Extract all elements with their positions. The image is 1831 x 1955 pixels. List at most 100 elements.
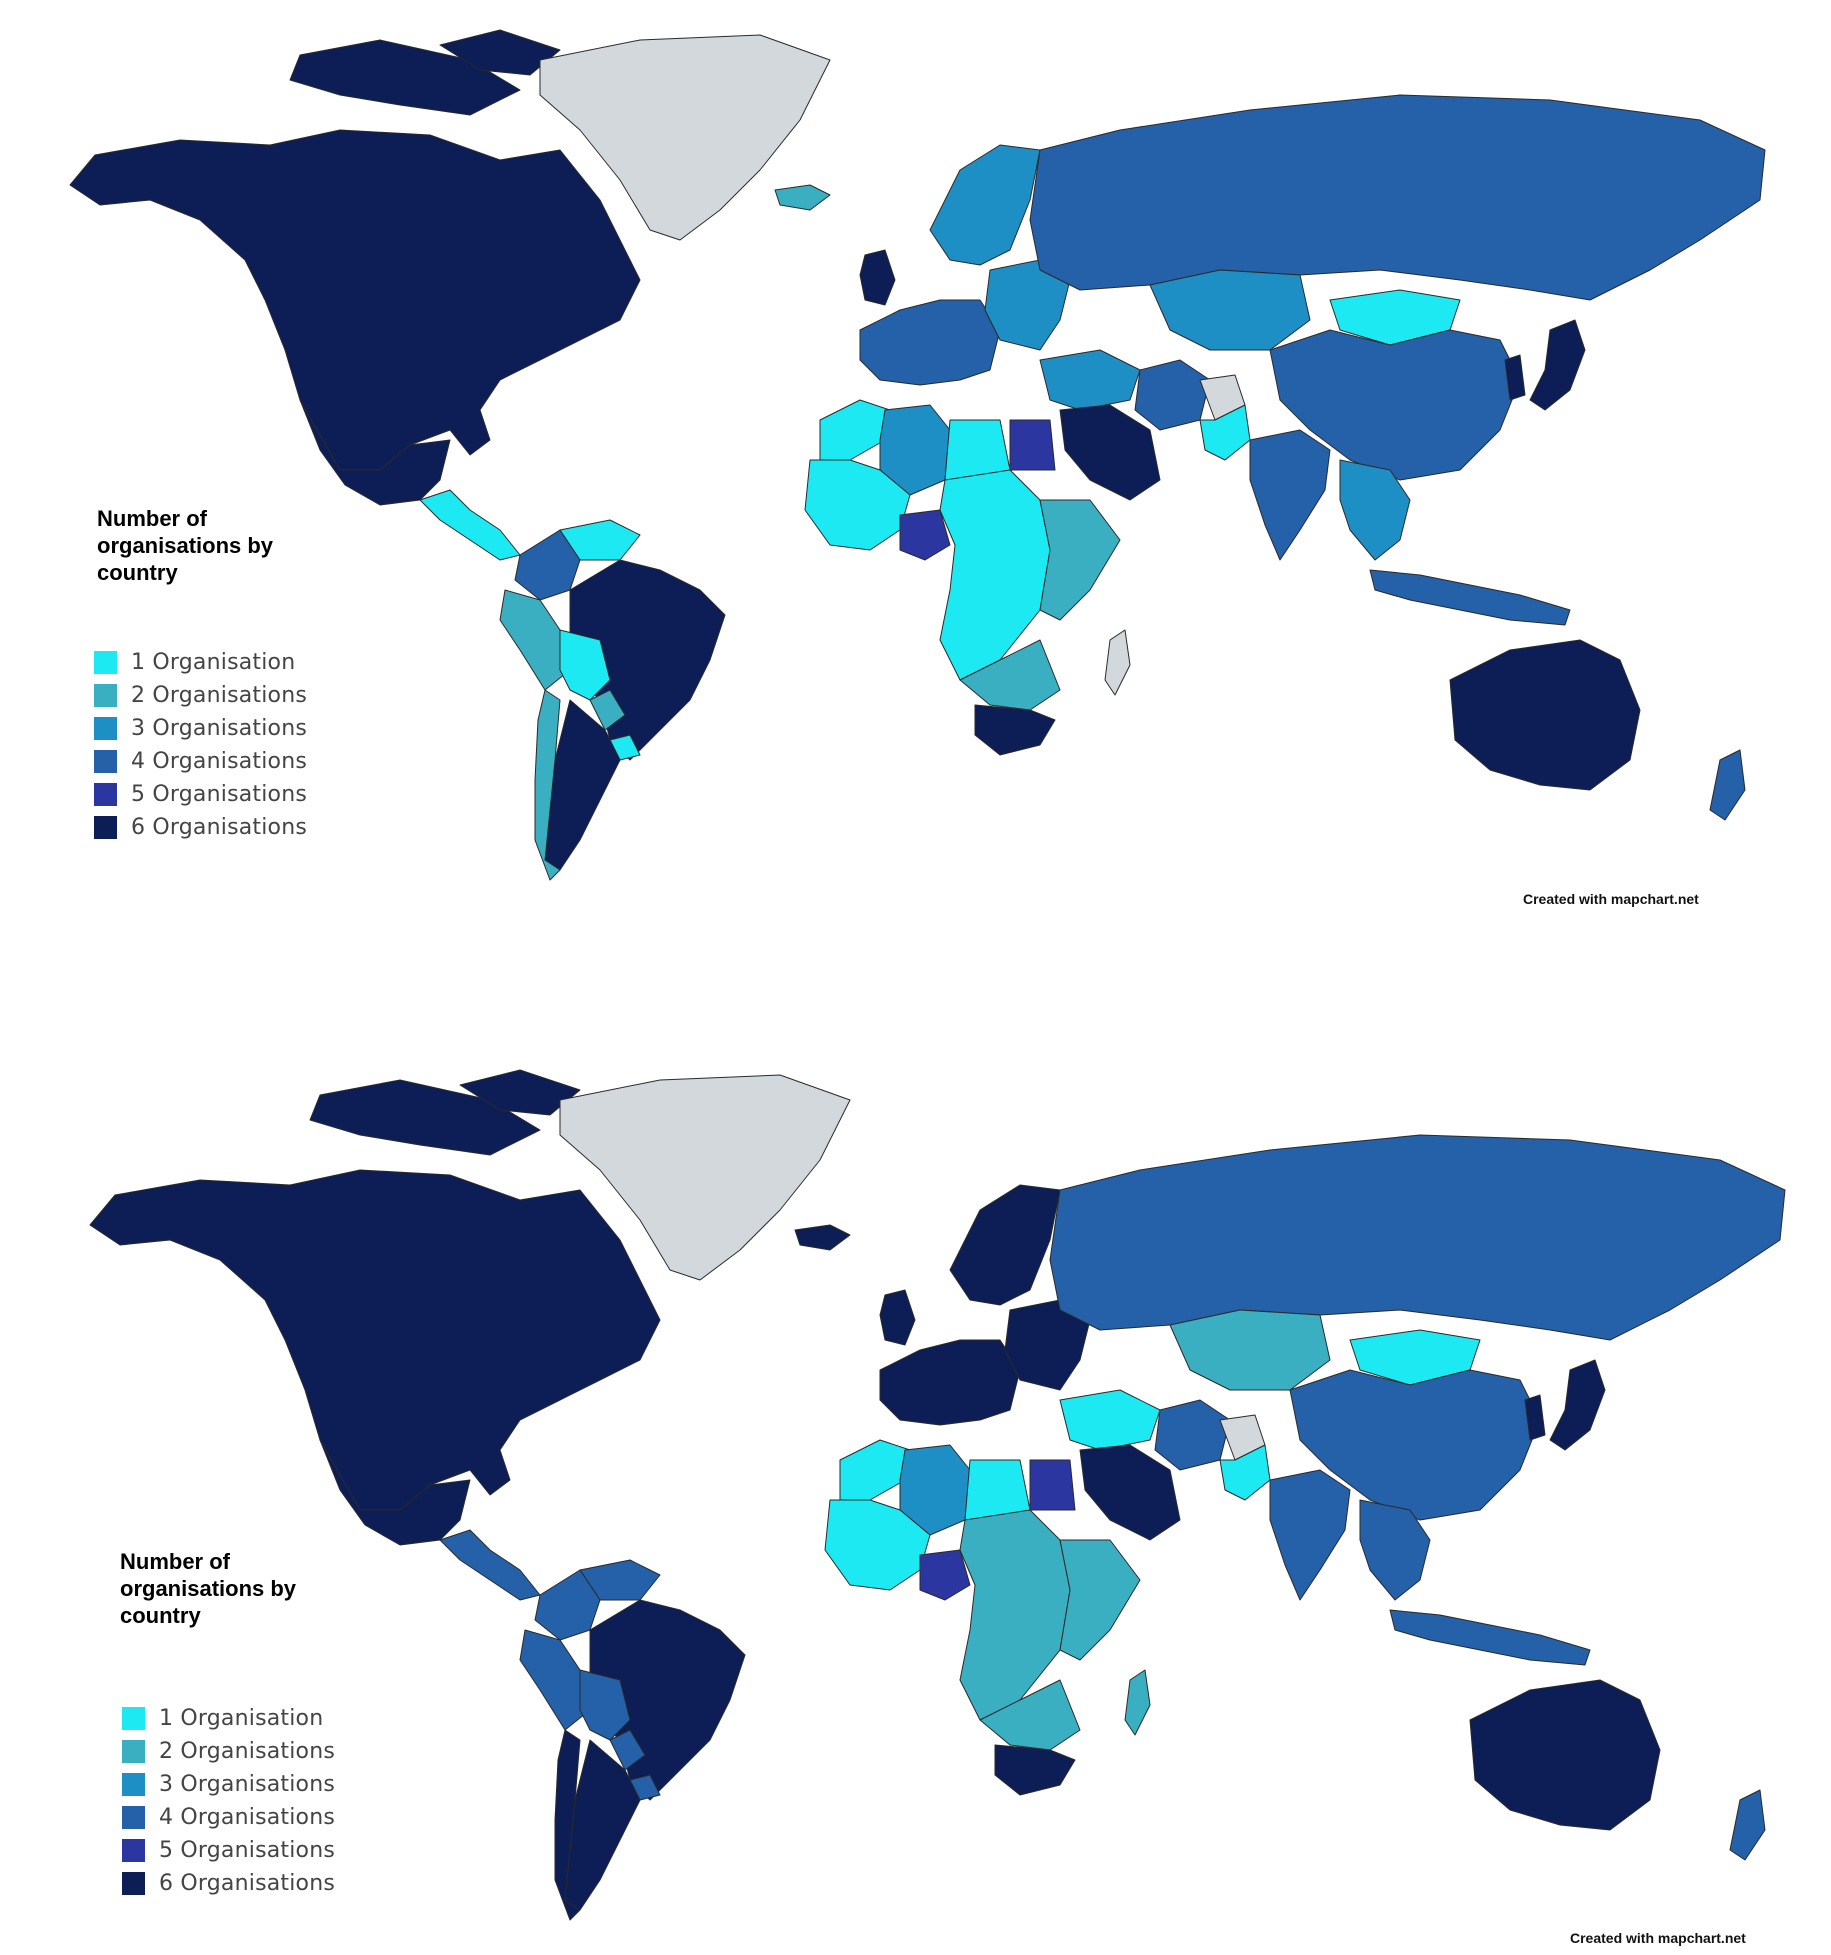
legend-title-line: country bbox=[97, 560, 178, 585]
region-chile bbox=[554, 1729, 581, 1921]
region-iceland bbox=[794, 1224, 851, 1251]
region-north_america bbox=[89, 1169, 661, 1511]
region-western_europe bbox=[879, 1339, 1021, 1426]
legend-item: 3 Organisations bbox=[122, 1768, 335, 1801]
legend: 1 Organisation 2 Organisations 3 Organis… bbox=[94, 646, 307, 844]
legend-title-line: Number of bbox=[97, 506, 207, 531]
region-india bbox=[1269, 1469, 1351, 1601]
region-china bbox=[1289, 1369, 1541, 1521]
region-mexico bbox=[299, 399, 451, 506]
legend-swatch bbox=[122, 1773, 145, 1796]
legend-item: 1 Organisation bbox=[122, 1702, 335, 1735]
region-iran bbox=[1134, 359, 1211, 431]
legend-item: 4 Organisations bbox=[122, 1801, 335, 1834]
legend-swatch bbox=[122, 1872, 145, 1895]
legend-swatch bbox=[94, 651, 117, 674]
region-south_africa bbox=[974, 704, 1056, 756]
region-indonesia bbox=[1369, 569, 1571, 626]
region-central_america bbox=[419, 489, 521, 561]
region-southern_africa bbox=[959, 639, 1061, 711]
legend-item: 5 Organisations bbox=[94, 778, 307, 811]
legend-title-line: Number of bbox=[120, 1549, 230, 1574]
region-india bbox=[1249, 429, 1331, 561]
legend-title-line: organisations by bbox=[97, 533, 274, 558]
legend-label: 6 Organisations bbox=[131, 815, 308, 840]
region-chile bbox=[534, 689, 561, 881]
credit-text: Created with mapchart.net bbox=[1570, 1930, 1746, 1946]
region-russia bbox=[1029, 94, 1766, 301]
legend-item: 3 Organisations bbox=[94, 712, 307, 745]
legend-item: 2 Organisations bbox=[94, 679, 307, 712]
legend-item: 2 Organisations bbox=[122, 1735, 335, 1768]
legend-swatch bbox=[122, 1839, 145, 1862]
map-panel-top: Number of organisations by country 1 Org… bbox=[0, 0, 1831, 960]
legend-title-line: country bbox=[120, 1603, 201, 1628]
legend-item: 6 Organisations bbox=[122, 1867, 335, 1900]
world-map-top bbox=[69, 29, 1766, 881]
legend-item: 1 Organisation bbox=[94, 646, 307, 679]
region-nigeria bbox=[919, 1549, 971, 1601]
region-madagascar bbox=[1104, 629, 1131, 696]
region-iran bbox=[1154, 1399, 1231, 1471]
region-saudi bbox=[1059, 404, 1161, 501]
legend-item: 4 Organisations bbox=[94, 745, 307, 778]
region-korea bbox=[1504, 354, 1526, 401]
region-kazakhstan bbox=[1149, 269, 1311, 351]
region-east_africa bbox=[1059, 1539, 1141, 1661]
legend-swatch bbox=[94, 783, 117, 806]
credit-text: Created with mapchart.net bbox=[1523, 891, 1699, 907]
legend-swatch bbox=[94, 717, 117, 740]
region-uk bbox=[879, 1289, 916, 1346]
region-indonesia bbox=[1389, 1609, 1591, 1666]
region-scandinavia bbox=[929, 144, 1041, 266]
legend-label: 2 Organisations bbox=[159, 1739, 336, 1764]
region-new_zealand bbox=[1709, 749, 1746, 821]
region-uk bbox=[859, 249, 896, 306]
legend-swatch bbox=[122, 1707, 145, 1730]
region-scandinavia bbox=[949, 1184, 1061, 1306]
region-southeast_asia bbox=[1359, 1499, 1431, 1601]
region-egypt bbox=[1029, 1459, 1076, 1511]
region-western_europe bbox=[859, 299, 1001, 386]
region-kazakhstan bbox=[1169, 1309, 1331, 1391]
legend-label: 3 Organisations bbox=[159, 1772, 336, 1797]
region-china bbox=[1269, 329, 1521, 481]
legend-label: 1 Organisation bbox=[159, 1706, 324, 1731]
legend-item: 5 Organisations bbox=[122, 1834, 335, 1867]
map-panel-bottom: Number of organisations by country 1 Org… bbox=[0, 1000, 1831, 1955]
legend: 1 Organisation 2 Organisations 3 Organis… bbox=[122, 1702, 335, 1900]
region-east_africa bbox=[1039, 499, 1121, 621]
legend-title: Number of organisations by country bbox=[120, 1548, 296, 1629]
legend-swatch bbox=[122, 1740, 145, 1763]
region-russia bbox=[1049, 1134, 1786, 1341]
legend-item: 6 Organisations bbox=[94, 811, 307, 844]
region-mexico bbox=[319, 1439, 471, 1546]
region-peru bbox=[499, 589, 571, 691]
region-paraguay bbox=[589, 689, 626, 731]
region-korea bbox=[1524, 1394, 1546, 1441]
region-nigeria bbox=[899, 509, 951, 561]
region-southern_africa bbox=[979, 1679, 1081, 1751]
region-algeria bbox=[899, 1444, 971, 1536]
region-new_zealand bbox=[1729, 1789, 1766, 1861]
legend-swatch bbox=[122, 1806, 145, 1829]
region-madagascar bbox=[1124, 1669, 1151, 1736]
region-japan bbox=[1549, 1359, 1606, 1451]
region-japan bbox=[1529, 319, 1586, 411]
legend-label: 6 Organisations bbox=[159, 1871, 336, 1896]
region-australia bbox=[1449, 639, 1641, 791]
region-south_africa bbox=[994, 1744, 1076, 1796]
region-paraguay bbox=[609, 1729, 646, 1771]
legend-swatch bbox=[94, 684, 117, 707]
legend-label: 4 Organisations bbox=[159, 1805, 336, 1830]
region-north_america bbox=[69, 129, 641, 471]
region-southeast_asia bbox=[1339, 459, 1411, 561]
legend-label: 2 Organisations bbox=[131, 683, 308, 708]
legend-label: 3 Organisations bbox=[131, 716, 308, 741]
world-map-bottom bbox=[89, 1069, 1786, 1921]
legend-label: 1 Organisation bbox=[131, 650, 296, 675]
region-central_america bbox=[439, 1529, 541, 1601]
region-middle_east bbox=[1059, 1389, 1161, 1451]
legend-title-line: organisations by bbox=[120, 1576, 297, 1601]
region-iceland bbox=[774, 184, 831, 211]
